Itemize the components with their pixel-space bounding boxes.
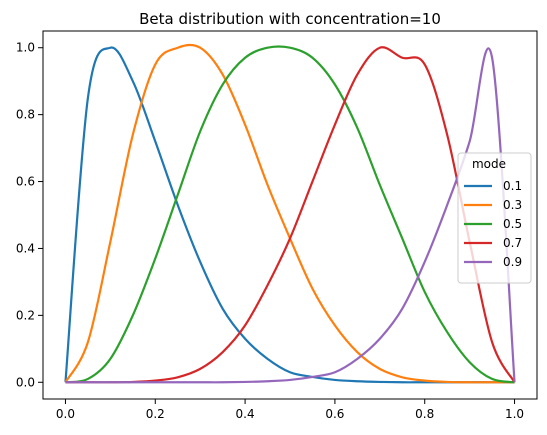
x-tick-label: 0.8 [415, 407, 434, 421]
y-tick-label: 0.4 [16, 241, 35, 255]
legend: mode 0.1 0.3 0.5 0.7 0.9 [457, 152, 532, 284]
x-axis-tick-labels: 0.0 0.2 0.4 0.6 0.8 1.0 [56, 407, 524, 421]
x-axis-ticks [64, 399, 516, 404]
series-line-2 [65, 45, 515, 384]
legend-label-0: 0.1 [503, 179, 522, 193]
y-tick-label: 0.8 [16, 108, 35, 122]
y-axis-tick-labels: 0.0 0.2 0.4 0.6 0.8 1.0 [16, 41, 35, 390]
x-tick-label: 1.0 [505, 407, 524, 421]
y-axis-ticks [38, 47, 43, 383]
series-line-4 [65, 47, 516, 384]
x-tick-label: 0.6 [325, 407, 344, 421]
legend-label-3: 0.7 [503, 236, 522, 250]
legend-label-4: 0.9 [503, 255, 522, 269]
legend-label-1: 0.3 [503, 198, 522, 212]
y-tick-label: 0.2 [16, 308, 35, 322]
x-tick-label: 0.2 [146, 407, 165, 421]
series-line-1 [64, 43, 515, 384]
y-tick-label: 1.0 [16, 41, 35, 55]
legend-title: mode [472, 157, 506, 171]
legend-items: 0.1 0.3 0.5 0.7 0.9 [464, 179, 522, 269]
series-layer [64, 43, 516, 384]
x-tick-label: 0.0 [56, 407, 75, 421]
y-tick-label: 0.6 [16, 175, 35, 189]
x-tick-label: 0.4 [236, 407, 255, 421]
y-tick-label: 0.0 [16, 375, 35, 389]
plot-frame [42, 30, 538, 400]
chart-title: Beta distribution with concentration=10 [139, 10, 441, 28]
legend-label-2: 0.5 [503, 217, 522, 231]
